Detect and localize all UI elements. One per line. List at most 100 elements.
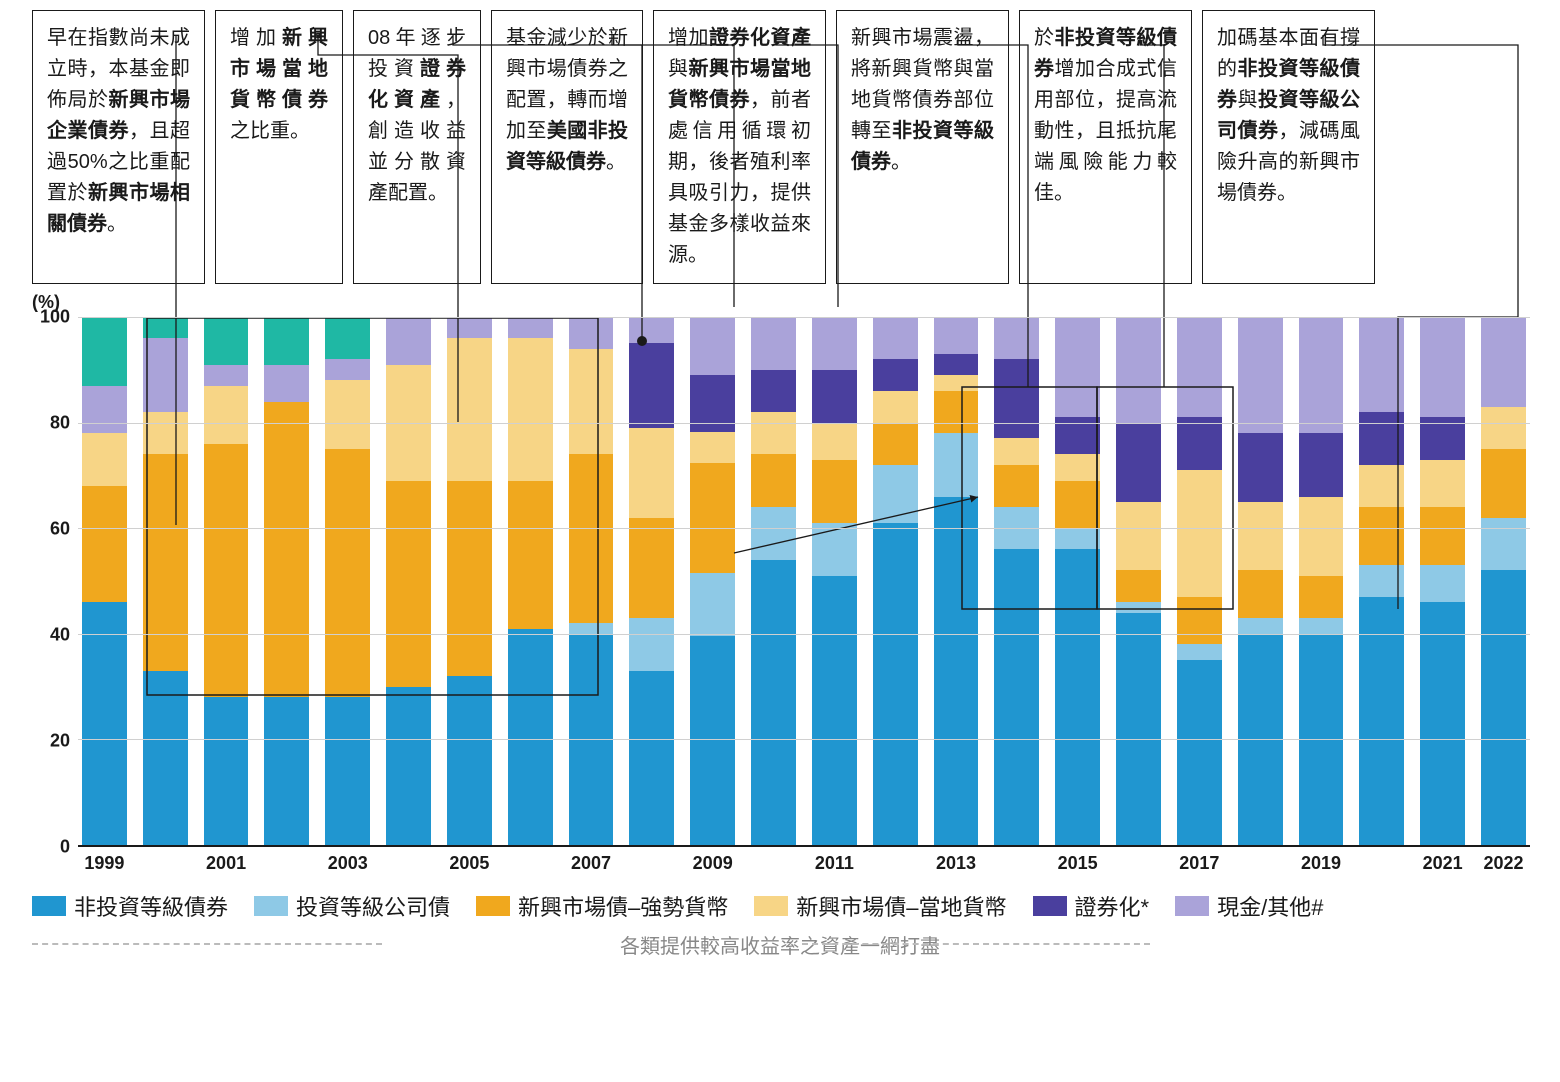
x-label: 2003 [325,853,370,874]
seg-em_hard [143,454,188,670]
legend-label: 新興市場債–當地貨幣 [796,890,1006,922]
seg-other_green [204,317,249,365]
x-label [1238,853,1283,874]
seg-ig_corp [751,507,796,560]
seg-em_hard [325,449,370,697]
x-label [629,853,674,874]
seg-non_ig [143,671,188,845]
x-label [873,853,918,874]
seg-non_ig [812,576,857,845]
y-axis: 020406080100 [32,317,78,847]
seg-em_local [1238,502,1283,571]
seg-non_ig [82,602,127,845]
seg-em_hard [934,391,979,433]
y-axis-label: (%) [32,292,1550,313]
seg-cash [1359,317,1404,412]
seg-cash [629,317,674,343]
seg-em_hard [994,465,1039,507]
seg-cash [1238,317,1283,433]
legend-swatch [254,896,288,916]
seg-em_local [812,423,857,460]
x-label [143,853,188,874]
seg-cash [447,317,492,338]
plot-area [78,317,1530,847]
seg-em_local [994,438,1039,464]
seg-em_local [1359,465,1404,507]
x-label [264,853,309,874]
seg-em_hard [264,402,309,698]
y-tick: 0 [60,837,70,858]
gridline [78,423,1530,424]
bar-2010 [751,317,796,845]
seg-other_green [143,317,188,338]
seg-non_ig [994,549,1039,845]
seg-em_local [873,391,918,423]
seg-cash [1116,317,1161,423]
seg-cash [204,365,249,386]
seg-securitized [751,370,796,412]
seg-non_ig [629,671,674,845]
bar-2022 [1481,317,1526,845]
seg-cash [508,317,553,338]
bar-2017 [1177,317,1222,845]
legend-item-non_ig: 非投資等級債券 [32,890,228,922]
annotation-box: 新興市場震盪，將新興貨幣與當地貨幣債券部位轉至非投資等級債券。 [836,10,1009,284]
legend-swatch [32,896,66,916]
x-label [994,853,1039,874]
seg-securitized [934,354,979,375]
seg-cash [143,338,188,412]
seg-em_local [569,349,614,455]
seg-em_hard [1481,449,1526,518]
seg-em_local [325,380,370,449]
seg-securitized [629,343,674,427]
seg-em_local [934,375,979,391]
seg-securitized [873,359,918,391]
seg-non_ig [873,523,918,845]
bar-2002 [264,317,309,845]
seg-em_local [143,412,188,454]
seg-non_ig [447,676,492,845]
seg-non_ig [690,636,735,845]
y-tick: 60 [50,519,70,540]
seg-securitized [1177,417,1222,470]
x-label: 2011 [812,853,857,874]
x-label: 2015 [1055,853,1100,874]
seg-em_hard [812,460,857,523]
bar-2003 [325,317,370,845]
legend-label: 投資等級公司債 [296,890,450,922]
x-axis: 1999200120032005200720092011201320152017… [78,847,1530,874]
legend-item-securitized: 證券化* [1033,890,1150,922]
bar-2005 [447,317,492,845]
seg-em_local [1420,460,1465,508]
seg-em_hard [1299,576,1344,618]
seg-ig_corp [1481,518,1526,571]
seg-ig_corp [1359,565,1404,597]
seg-ig_corp [569,623,614,634]
bars-container [78,317,1530,845]
seg-securitized [994,359,1039,438]
x-label: 2009 [690,853,735,874]
x-label: 2019 [1299,853,1344,874]
seg-em_hard [1116,570,1161,602]
gridline [78,528,1530,529]
seg-em_local [508,338,553,481]
annotation-box: 增加證券化資產與新興市場當地貨幣債券，前者處信用循環初期，後者殖利率具吸引力，提… [653,10,826,284]
seg-securitized [1420,417,1465,459]
seg-ig_corp [1055,528,1100,549]
seg-cash [994,317,1039,359]
seg-non_ig [1116,613,1161,845]
seg-non_ig [325,697,370,845]
legend-swatch [1033,896,1067,916]
seg-cash [751,317,796,370]
seg-em_local [1055,454,1100,480]
seg-em_hard [751,454,796,507]
seg-cash [934,317,979,354]
bar-2019 [1299,317,1344,845]
gridline [78,634,1530,635]
footer-divider: 各類提供較高收益率之資產一網打盡 [32,930,1528,956]
annotation-box: 早在指數尚未成立時，本基金即佈局於新興市場企業債券，且超過50%之比重配置於新興… [32,10,205,284]
bar-2009 [690,317,735,845]
y-tick: 20 [50,731,70,752]
seg-ig_corp [1177,644,1222,660]
legend-item-ig_corp: 投資等級公司債 [254,890,450,922]
